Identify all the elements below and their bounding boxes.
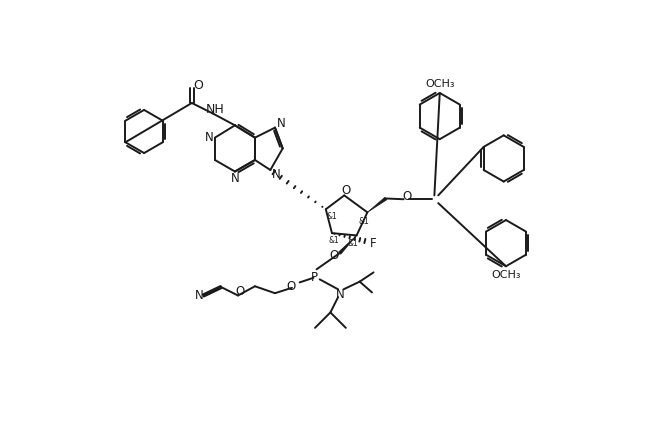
Text: P: P (311, 271, 318, 284)
Text: N: N (204, 131, 213, 144)
Text: F: F (370, 238, 377, 250)
Text: N: N (272, 168, 281, 181)
Text: N: N (277, 117, 285, 130)
Text: O: O (235, 285, 244, 298)
Text: N: N (194, 289, 203, 302)
Text: N: N (336, 288, 345, 301)
Polygon shape (367, 197, 387, 212)
Text: O: O (193, 79, 203, 92)
Text: O: O (403, 189, 412, 203)
Text: &1: &1 (359, 217, 370, 226)
Text: N: N (231, 172, 239, 185)
Text: &1: &1 (327, 212, 337, 222)
Text: &1: &1 (329, 236, 339, 245)
Text: NH: NH (206, 103, 224, 116)
Text: OCH₃: OCH₃ (491, 271, 521, 281)
Text: &1: &1 (347, 238, 358, 248)
Text: OCH₃: OCH₃ (425, 79, 455, 89)
Text: O: O (341, 184, 351, 197)
Text: O: O (329, 249, 338, 262)
Text: O: O (287, 280, 296, 293)
Polygon shape (339, 235, 357, 254)
